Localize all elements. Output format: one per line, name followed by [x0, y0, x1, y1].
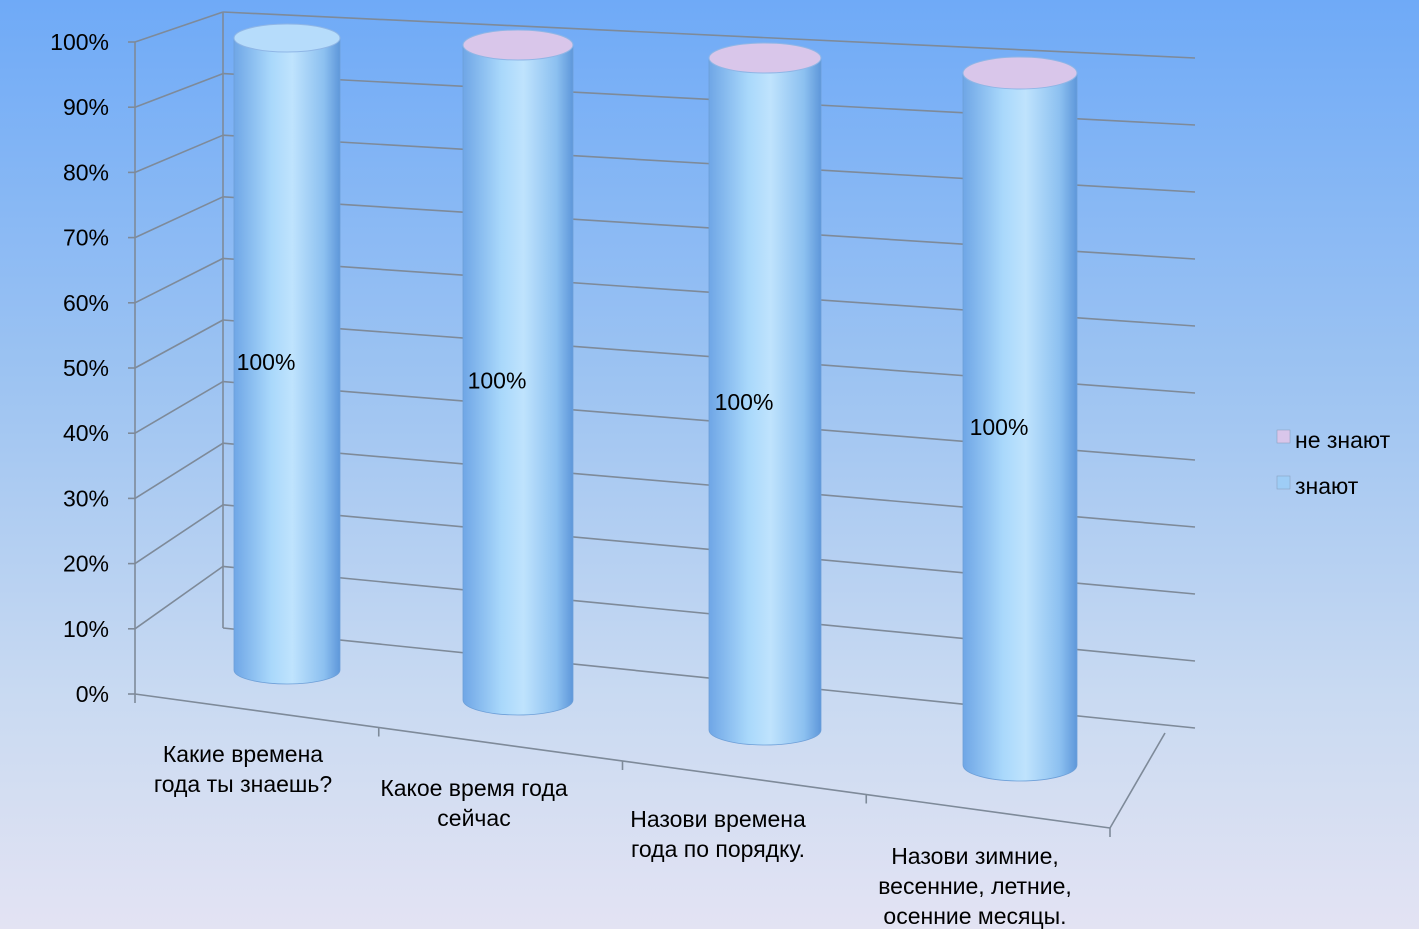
category-label: Какие времена года ты знаешь?	[154, 741, 332, 797]
bar-cylinder	[462, 29, 574, 716]
category-label: Назови времена года по порядку.	[630, 806, 806, 862]
bar-value-label: 100%	[970, 414, 1029, 440]
y-tick-label: 30%	[63, 485, 109, 511]
bar-value-label: 100%	[237, 349, 296, 375]
bars	[233, 23, 1078, 782]
cylinder-top	[233, 23, 341, 53]
legend-item: знают	[1276, 473, 1359, 499]
cylinder-body	[233, 37, 341, 685]
legend-label: знают	[1295, 473, 1359, 499]
gridline-back	[222, 11, 1196, 59]
data-labels: 100% 100% 100% 100%	[237, 349, 1029, 440]
cylinder-body	[708, 57, 822, 746]
gridline-side	[134, 72, 224, 108]
legend-swatch	[1276, 475, 1291, 490]
bar-value-label: 100%	[468, 368, 527, 394]
y-tick-label: 20%	[63, 551, 109, 577]
gridline-side	[134, 565, 224, 630]
gridline-side	[134, 380, 224, 434]
legend-label: не знают	[1295, 427, 1391, 453]
legend-item: не знают	[1276, 427, 1391, 453]
gridline-side	[134, 319, 224, 369]
y-tick-label: 90%	[63, 94, 109, 120]
bar-value-label: 100%	[715, 389, 774, 415]
y-tick-label: 50%	[63, 355, 109, 381]
y-tick-label: 100%	[50, 29, 109, 55]
cylinder-body	[462, 44, 574, 716]
y-tick-label: 40%	[63, 420, 109, 446]
gridline-side	[134, 442, 224, 500]
category-label: Назови зимние, весенние, летние, осенние м…	[878, 843, 1072, 929]
y-axis-tick-labels: 0% 10% 20% 30% 40% 50% 60% 70% 80% 90% 100%	[50, 29, 109, 707]
axes	[128, 12, 1166, 837]
y-tick-label: 80%	[63, 159, 109, 185]
gridline-side	[134, 134, 224, 174]
y-tick-label: 10%	[63, 616, 109, 642]
cylinder-top	[462, 29, 574, 61]
y-tick-label: 0%	[76, 681, 109, 707]
y-tick-label: 60%	[63, 290, 109, 316]
bar-cylinder	[233, 23, 341, 685]
legend-swatch	[1276, 429, 1291, 444]
cylinder-top	[962, 56, 1078, 90]
gridline-side	[134, 11, 224, 43]
gridline-side	[134, 257, 224, 304]
y-tick-label: 70%	[63, 225, 109, 251]
category-label: Какое время года сейчас	[380, 775, 568, 831]
cylinder-body	[962, 72, 1078, 782]
bar-cylinder	[708, 42, 822, 746]
bar-cylinder	[962, 56, 1078, 782]
cylinder-top	[708, 42, 822, 74]
floor-right-edge	[1109, 732, 1166, 829]
gridline-side	[134, 196, 224, 239]
x-axis-category-labels: Какие времена года ты знаешь? Какое время …	[154, 741, 1072, 929]
legend: не знают знают	[1276, 427, 1391, 499]
gridline-side	[134, 504, 224, 565]
